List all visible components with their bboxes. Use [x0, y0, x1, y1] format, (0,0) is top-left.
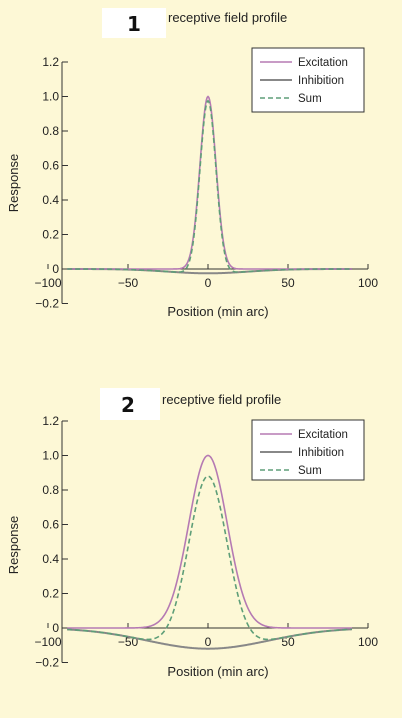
x-axis-label: Position (min arc) [167, 304, 268, 319]
legend-label-sum: Sum [298, 465, 322, 477]
y-tick-label: 1.2 [42, 414, 59, 428]
chart-panel-2: 2 receptive field profile −0.2 0 0.2 0.4 0.6 0.… [6, 388, 378, 679]
x-tick-label: 50 [281, 635, 295, 649]
y-tick-label: 0 [52, 262, 59, 276]
y-tick-label: 0.4 [42, 552, 59, 566]
x-tick-label: 100 [358, 276, 378, 290]
legend-label-excitation: Excitation [298, 57, 348, 69]
x-tick-label: 100 [358, 635, 378, 649]
y-axis-label: Response [6, 154, 21, 213]
panel-label-box [100, 388, 160, 420]
y-tick-label: 1.0 [42, 90, 59, 104]
x-tick-label: −100 [34, 276, 61, 290]
x-tick-label: 0 [205, 635, 212, 649]
chart-title: receptive field profile [168, 10, 287, 25]
legend-label-excitation: Excitation [298, 429, 348, 441]
legend-label-sum: Sum [298, 93, 322, 105]
panel-label: 1 [127, 12, 141, 36]
y-tick-label: 0 [52, 621, 59, 635]
x-tick-label: 50 [281, 276, 295, 290]
y-tick-label: 1.2 [42, 55, 59, 69]
x-tick-label: −50 [118, 276, 139, 290]
y-tick-label: −0.2 [35, 297, 59, 311]
legend-label-inhibition: Inhibition [298, 75, 344, 87]
x-tick-label: −100 [34, 635, 61, 649]
panel-label-box [102, 8, 166, 38]
y-tick-label: 0.2 [42, 228, 59, 242]
y-tick-label: 0.8 [42, 483, 59, 497]
chart-title: receptive field profile [162, 392, 281, 407]
excitation-line [67, 95, 352, 270]
y-tick-label: 0.2 [42, 587, 59, 601]
chart-panel-1: 1 receptive field profile −0.2 0 0.2 0.4 0.6 0.… [6, 8, 378, 319]
x-tick-label: 0 [205, 276, 212, 290]
y-tick-label: 0.6 [42, 159, 59, 173]
legend-label-inhibition: Inhibition [298, 447, 344, 459]
y-tick-label: 0.8 [42, 124, 59, 138]
excitation-line [67, 454, 352, 629]
panel-label: 2 [121, 393, 135, 417]
y-tick-label: 0.4 [42, 193, 59, 207]
x-axis-label: Position (min arc) [167, 664, 268, 679]
sum-line [67, 475, 353, 641]
sum-line [67, 99, 352, 273]
y-axis-label: Response [6, 516, 21, 575]
y-tick-label: 1.0 [42, 449, 59, 463]
y-tick-label: 0.6 [42, 518, 59, 532]
y-tick-label: −0.2 [35, 656, 59, 670]
